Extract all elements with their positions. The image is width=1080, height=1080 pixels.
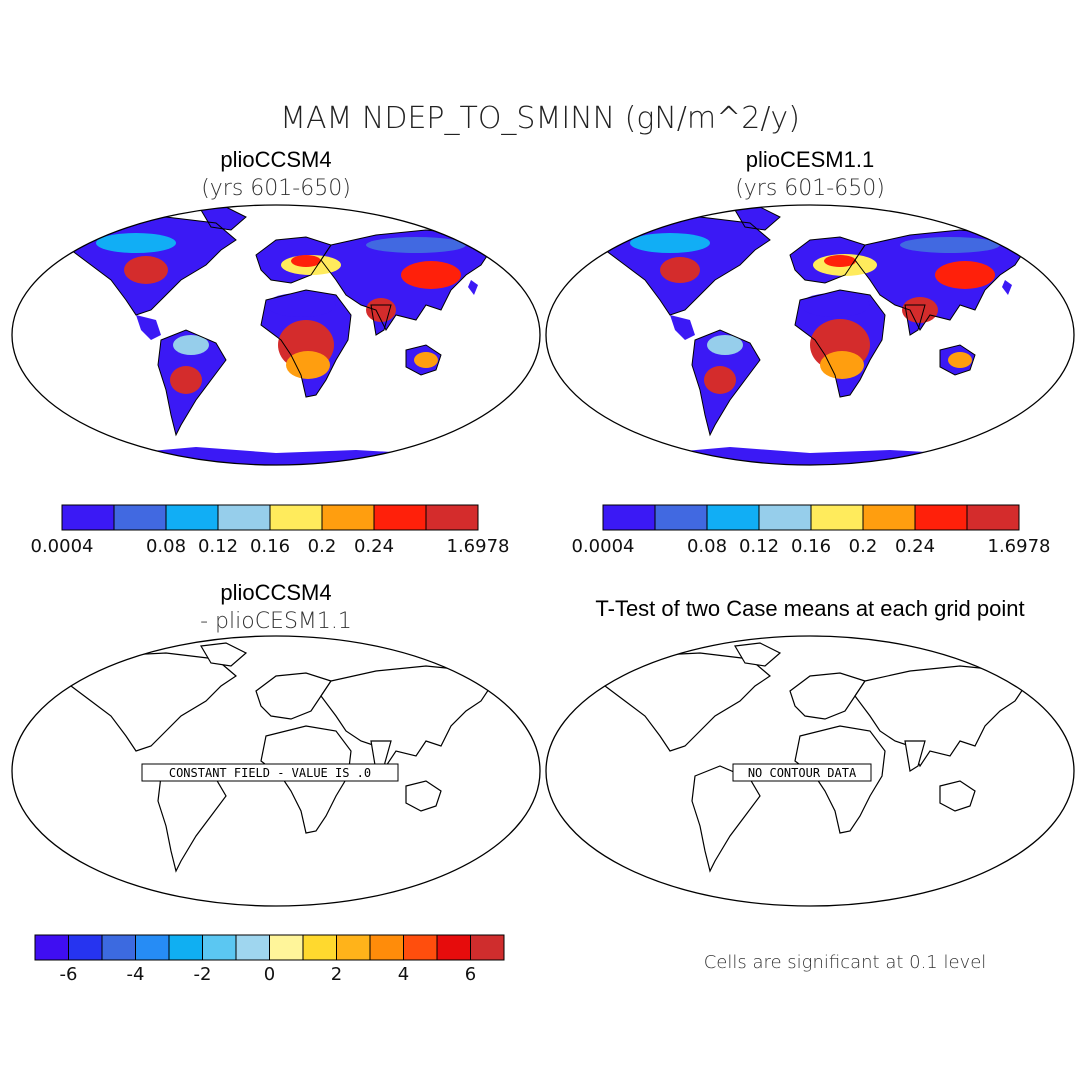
colorbar-swatch: [758, 504, 812, 531]
hotspot-china: [401, 261, 461, 289]
hotspot-canada: [630, 233, 710, 253]
colorbar-tick-label: 0.0004: [572, 536, 635, 557]
colorbar-swatch: [217, 504, 271, 531]
colorbar-swatch: [101, 934, 136, 961]
colorbar-swatch: [68, 934, 103, 961]
panel-subtitle-top-right: (yrs 601-650): [735, 176, 885, 201]
colorbar-swatch: [202, 934, 237, 961]
overlay-box-bottom-right: [732, 763, 872, 782]
colorbar-swatch: [706, 504, 760, 531]
colorbar-swatch: [321, 504, 375, 531]
colorbar-tick-label: 4: [398, 964, 409, 985]
colorbar-tick-label: -6: [60, 964, 78, 985]
colorbar-swatch: [61, 504, 115, 531]
colorbar-tick-label: 0.08: [146, 536, 186, 557]
hotspot-amazon: [173, 335, 209, 355]
hotspot-siberia: [900, 237, 1000, 253]
colorbar-swatch: [336, 934, 371, 961]
colorbar-tick-label: 0.08: [687, 536, 727, 557]
colorbar-tick-label: 0.16: [250, 536, 290, 557]
colorbar-swatch: [810, 504, 864, 531]
colorbar-bottom-left: -6 -4 -2 0 2 4 6: [34, 934, 505, 985]
colorbar-tick-label: 0.24: [895, 536, 935, 557]
colorbar-swatch: [369, 934, 404, 961]
map-frame-top-left: [11, 204, 541, 466]
colorbar-top-right: 0.0004 0.08 0.12 0.16 0.2 0.24 1.6978: [572, 504, 1051, 557]
map-top-right: [599, 206, 1026, 465]
figure-title: MAM NDEP_TO_SMINN (gN/m^2/y): [280, 101, 800, 136]
hotspot-eastern-usa: [124, 256, 168, 284]
hotspot-africa-edge: [820, 351, 864, 379]
colorbar-swatch: [436, 934, 471, 961]
colorbar-tick-label: -2: [194, 964, 212, 985]
colorbar-swatch: [966, 504, 1020, 531]
colorbar-tick-label: 2: [331, 964, 342, 985]
panel-subtitle-bottom-left: - plioCESM1.1: [200, 609, 352, 634]
hotspot-amazon: [707, 335, 743, 355]
panel-title-top-right: plioCESM1.1: [746, 147, 874, 172]
hotspot-sahara: [800, 293, 870, 317]
colorbar-swatch: [403, 934, 438, 961]
colorbar-swatch: [165, 504, 219, 531]
colorbar-swatch: [269, 934, 304, 961]
colorbar-swatch: [135, 934, 170, 961]
colorbar-swatch: [602, 504, 656, 531]
map-bottom-right: [599, 642, 1026, 872]
panel-title-top-left: plioCCSM4: [220, 147, 331, 172]
colorbar-tick-label: 0.12: [198, 536, 238, 557]
colorbar-swatch: [654, 504, 708, 531]
hotspot-south-america: [170, 366, 202, 394]
colorbar-tick-label: 1.6978: [988, 536, 1051, 557]
panel-title-bottom-right: T-Test of two Case means at each grid po…: [595, 596, 1024, 621]
overlay-box-bottom-left: [141, 763, 399, 782]
colorbar-tick-label: -4: [127, 964, 145, 985]
colorbar-tick-label: 0.24: [354, 536, 394, 557]
colorbar-tick-label: 6: [465, 964, 476, 985]
hotspot-canada: [96, 233, 176, 253]
hotspot-south-america: [704, 366, 736, 394]
hotspot-eastern-usa: [660, 257, 700, 283]
hotspot-europe-core: [824, 255, 856, 267]
colorbar-tick-label: 1.6978: [447, 536, 510, 557]
hotspot-australia: [414, 352, 438, 368]
colorbar-swatch: [425, 504, 479, 531]
hotspot-siberia: [366, 237, 466, 253]
hotspot-india: [366, 298, 396, 322]
map-frame-bottom-right: [545, 635, 1075, 907]
colorbar-tick-label: 0.16: [791, 536, 831, 557]
hotspot-australia: [948, 352, 972, 368]
hotspot-china: [935, 261, 995, 289]
significance-footnote: Cells are significant at 0.1 level: [704, 952, 987, 973]
overlay-text-bottom-right: NO CONTOUR DATA: [748, 766, 857, 780]
colorbar-tick-label: 0.12: [739, 536, 779, 557]
map-bottom-left: [65, 642, 492, 872]
colorbar-tick-label: 0.2: [308, 536, 337, 557]
colorbar-top-left: 0.0004 0.08 0.12 0.16 0.2 0.24 1.6978: [31, 504, 510, 557]
colorbar-swatch: [34, 934, 69, 961]
colorbar-swatch: [862, 504, 916, 531]
colorbar-swatch: [914, 504, 968, 531]
colorbar-tick-label: 0: [264, 964, 275, 985]
colorbar-tick-label: 0.0004: [31, 536, 94, 557]
overlay-text-bottom-left: CONSTANT FIELD - VALUE IS .0: [169, 766, 371, 780]
colorbar-swatch: [470, 934, 505, 961]
hotspot-europe-core: [291, 255, 321, 267]
colorbar-swatch: [235, 934, 270, 961]
colorbar-swatch: [113, 504, 167, 531]
map-frame-top-right: [545, 204, 1075, 466]
colorbar-swatch: [168, 934, 203, 961]
panel-subtitle-top-left: (yrs 601-650): [201, 176, 351, 201]
hotspot-sahara: [266, 293, 336, 317]
panel-title-bottom-left: plioCCSM4: [220, 580, 331, 605]
colorbar-tick-label: 0.2: [849, 536, 878, 557]
map-frame-bottom-left: [11, 635, 541, 907]
colorbar-swatch: [373, 504, 427, 531]
hotspot-africa-edge: [286, 351, 330, 379]
map-top-left: [65, 206, 492, 465]
colorbar-swatch: [302, 934, 337, 961]
colorbar-swatch: [269, 504, 323, 531]
